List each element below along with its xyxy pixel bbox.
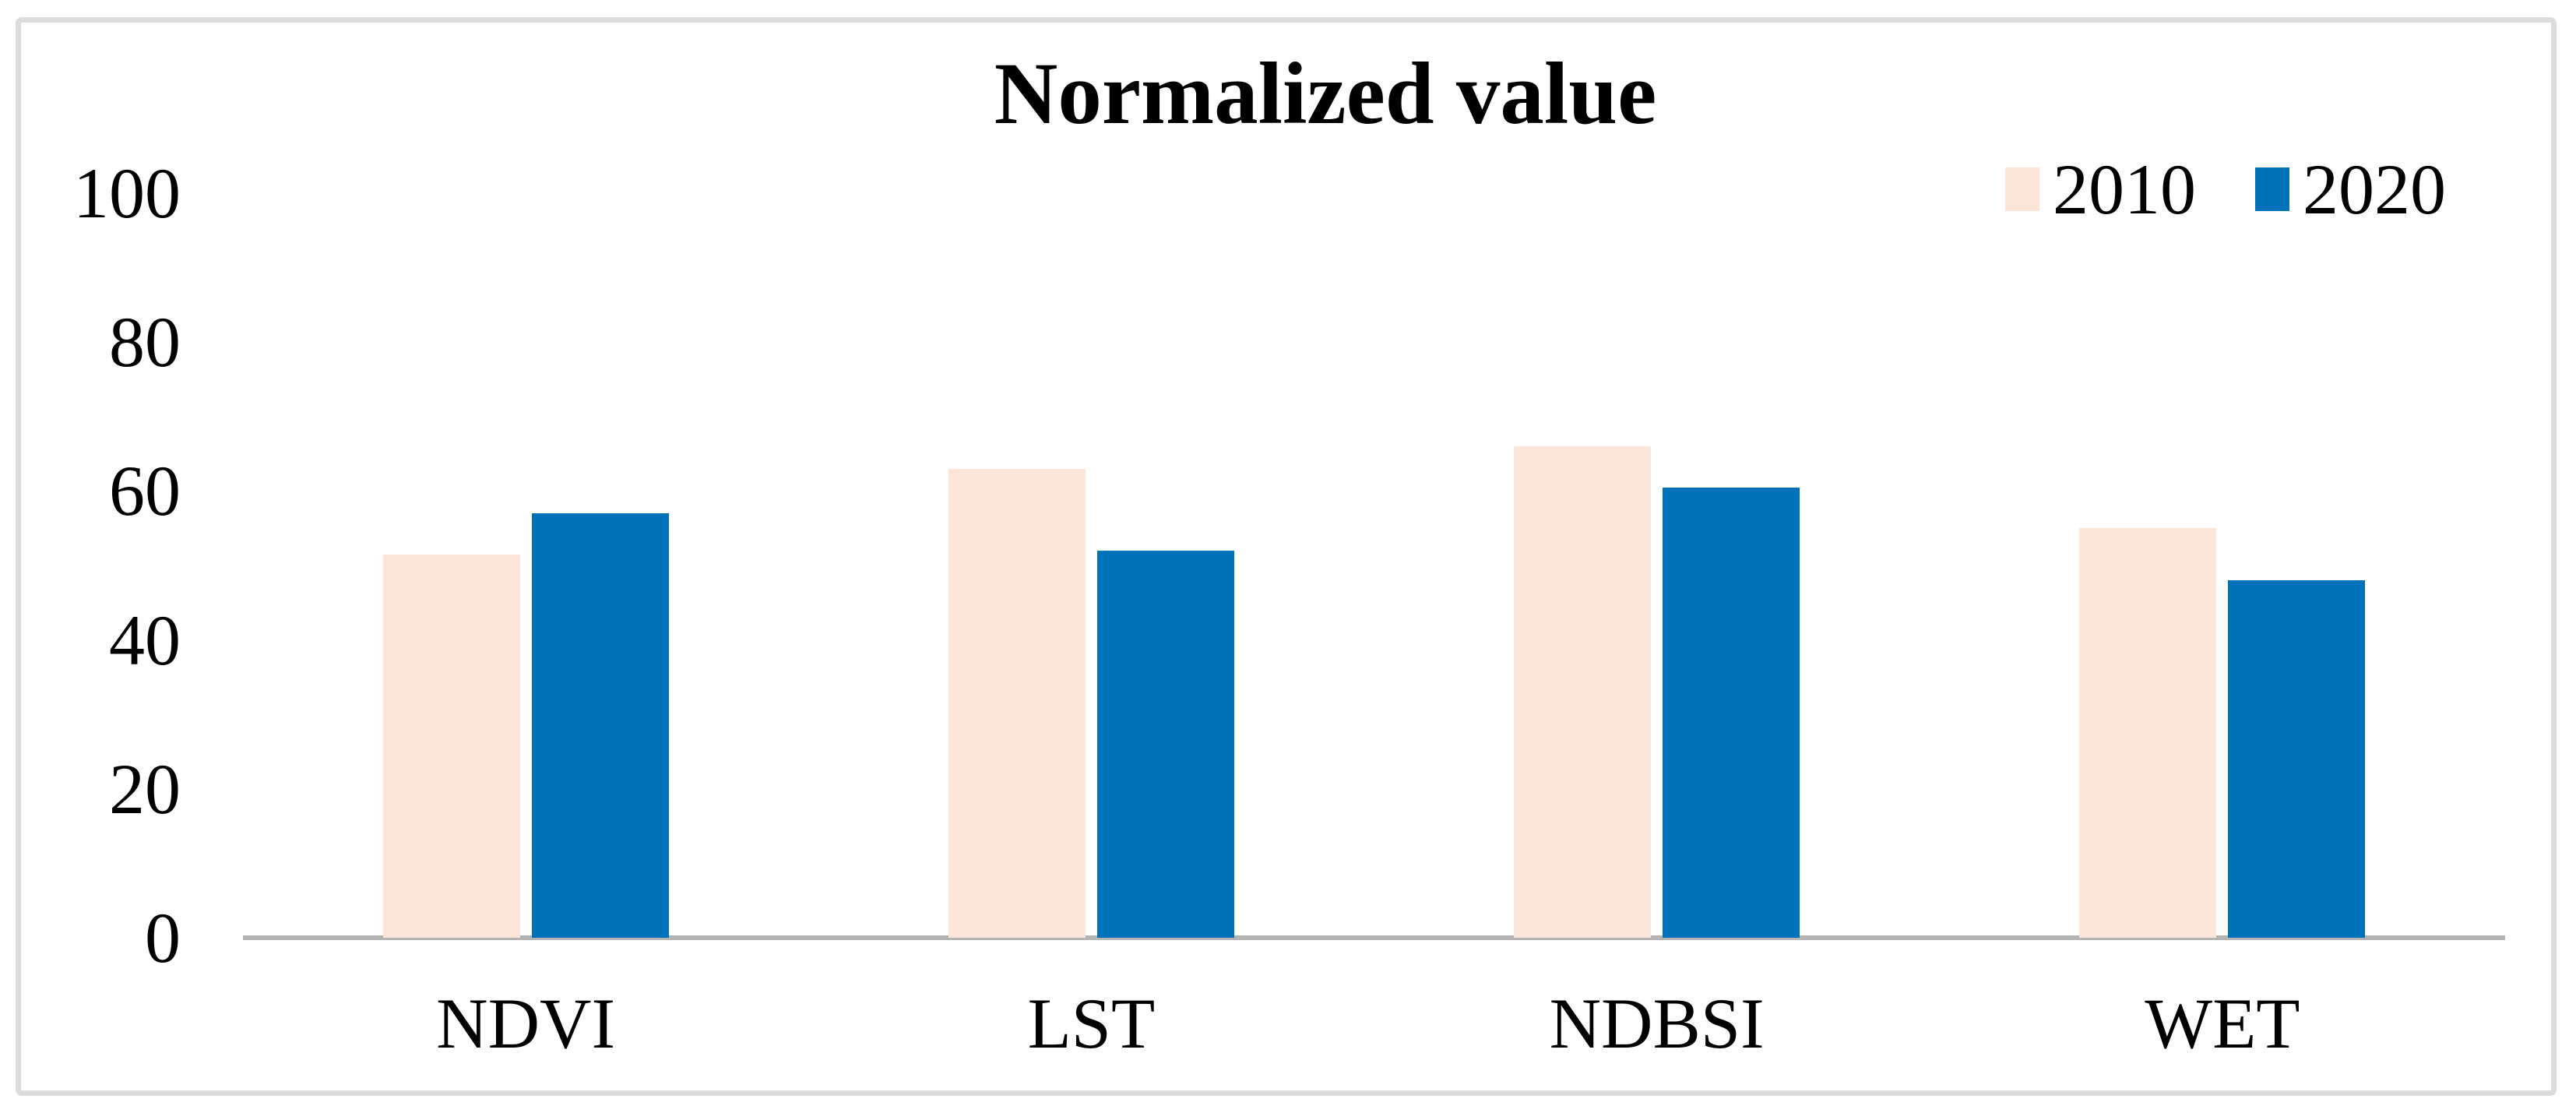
bar-2020-WET — [2228, 580, 2366, 938]
y-axis-tick-label: 20 — [109, 748, 181, 829]
legend-swatch-icon — [2005, 167, 2039, 211]
bar-2020-LST — [1096, 550, 1234, 938]
y-axis-tick-label: 0 — [145, 898, 181, 977]
bar-2020-NDBSI — [1663, 487, 1800, 938]
bar-chart-figure: Normalized value 2010 2020 0 20 40 60 80 100 ND… — [16, 17, 2557, 1096]
y-axis-tick-label: 40 — [109, 600, 181, 680]
bar-2010-NDVI — [382, 554, 520, 938]
legend-swatch-icon — [2255, 167, 2289, 211]
legend: 2010 2020 — [2005, 153, 2446, 225]
bar-2010-WET — [2079, 528, 2217, 938]
bar-2020-NDVI — [531, 513, 669, 938]
chart-title: Normalized value — [994, 45, 1657, 143]
legend-label: 2020 — [2303, 150, 2446, 229]
legend-item-2010: 2010 — [2005, 153, 2196, 225]
x-axis-category-label: LST — [1027, 984, 1156, 1063]
x-axis-category-label: WET — [2145, 984, 2300, 1063]
legend-item-2020: 2020 — [2255, 153, 2446, 225]
bar-2010-LST — [948, 468, 1086, 938]
x-axis-category-label: NDVI — [436, 984, 616, 1063]
y-axis-tick-label: 100 — [73, 153, 181, 233]
y-axis-tick-label: 60 — [109, 451, 181, 531]
y-axis-tick-label: 80 — [109, 302, 181, 382]
legend-label: 2010 — [2053, 150, 2196, 229]
bar-2010-NDBSI — [1514, 446, 1652, 938]
x-axis-line — [243, 935, 2505, 940]
x-axis-category-label: NDBSI — [1549, 984, 1765, 1063]
